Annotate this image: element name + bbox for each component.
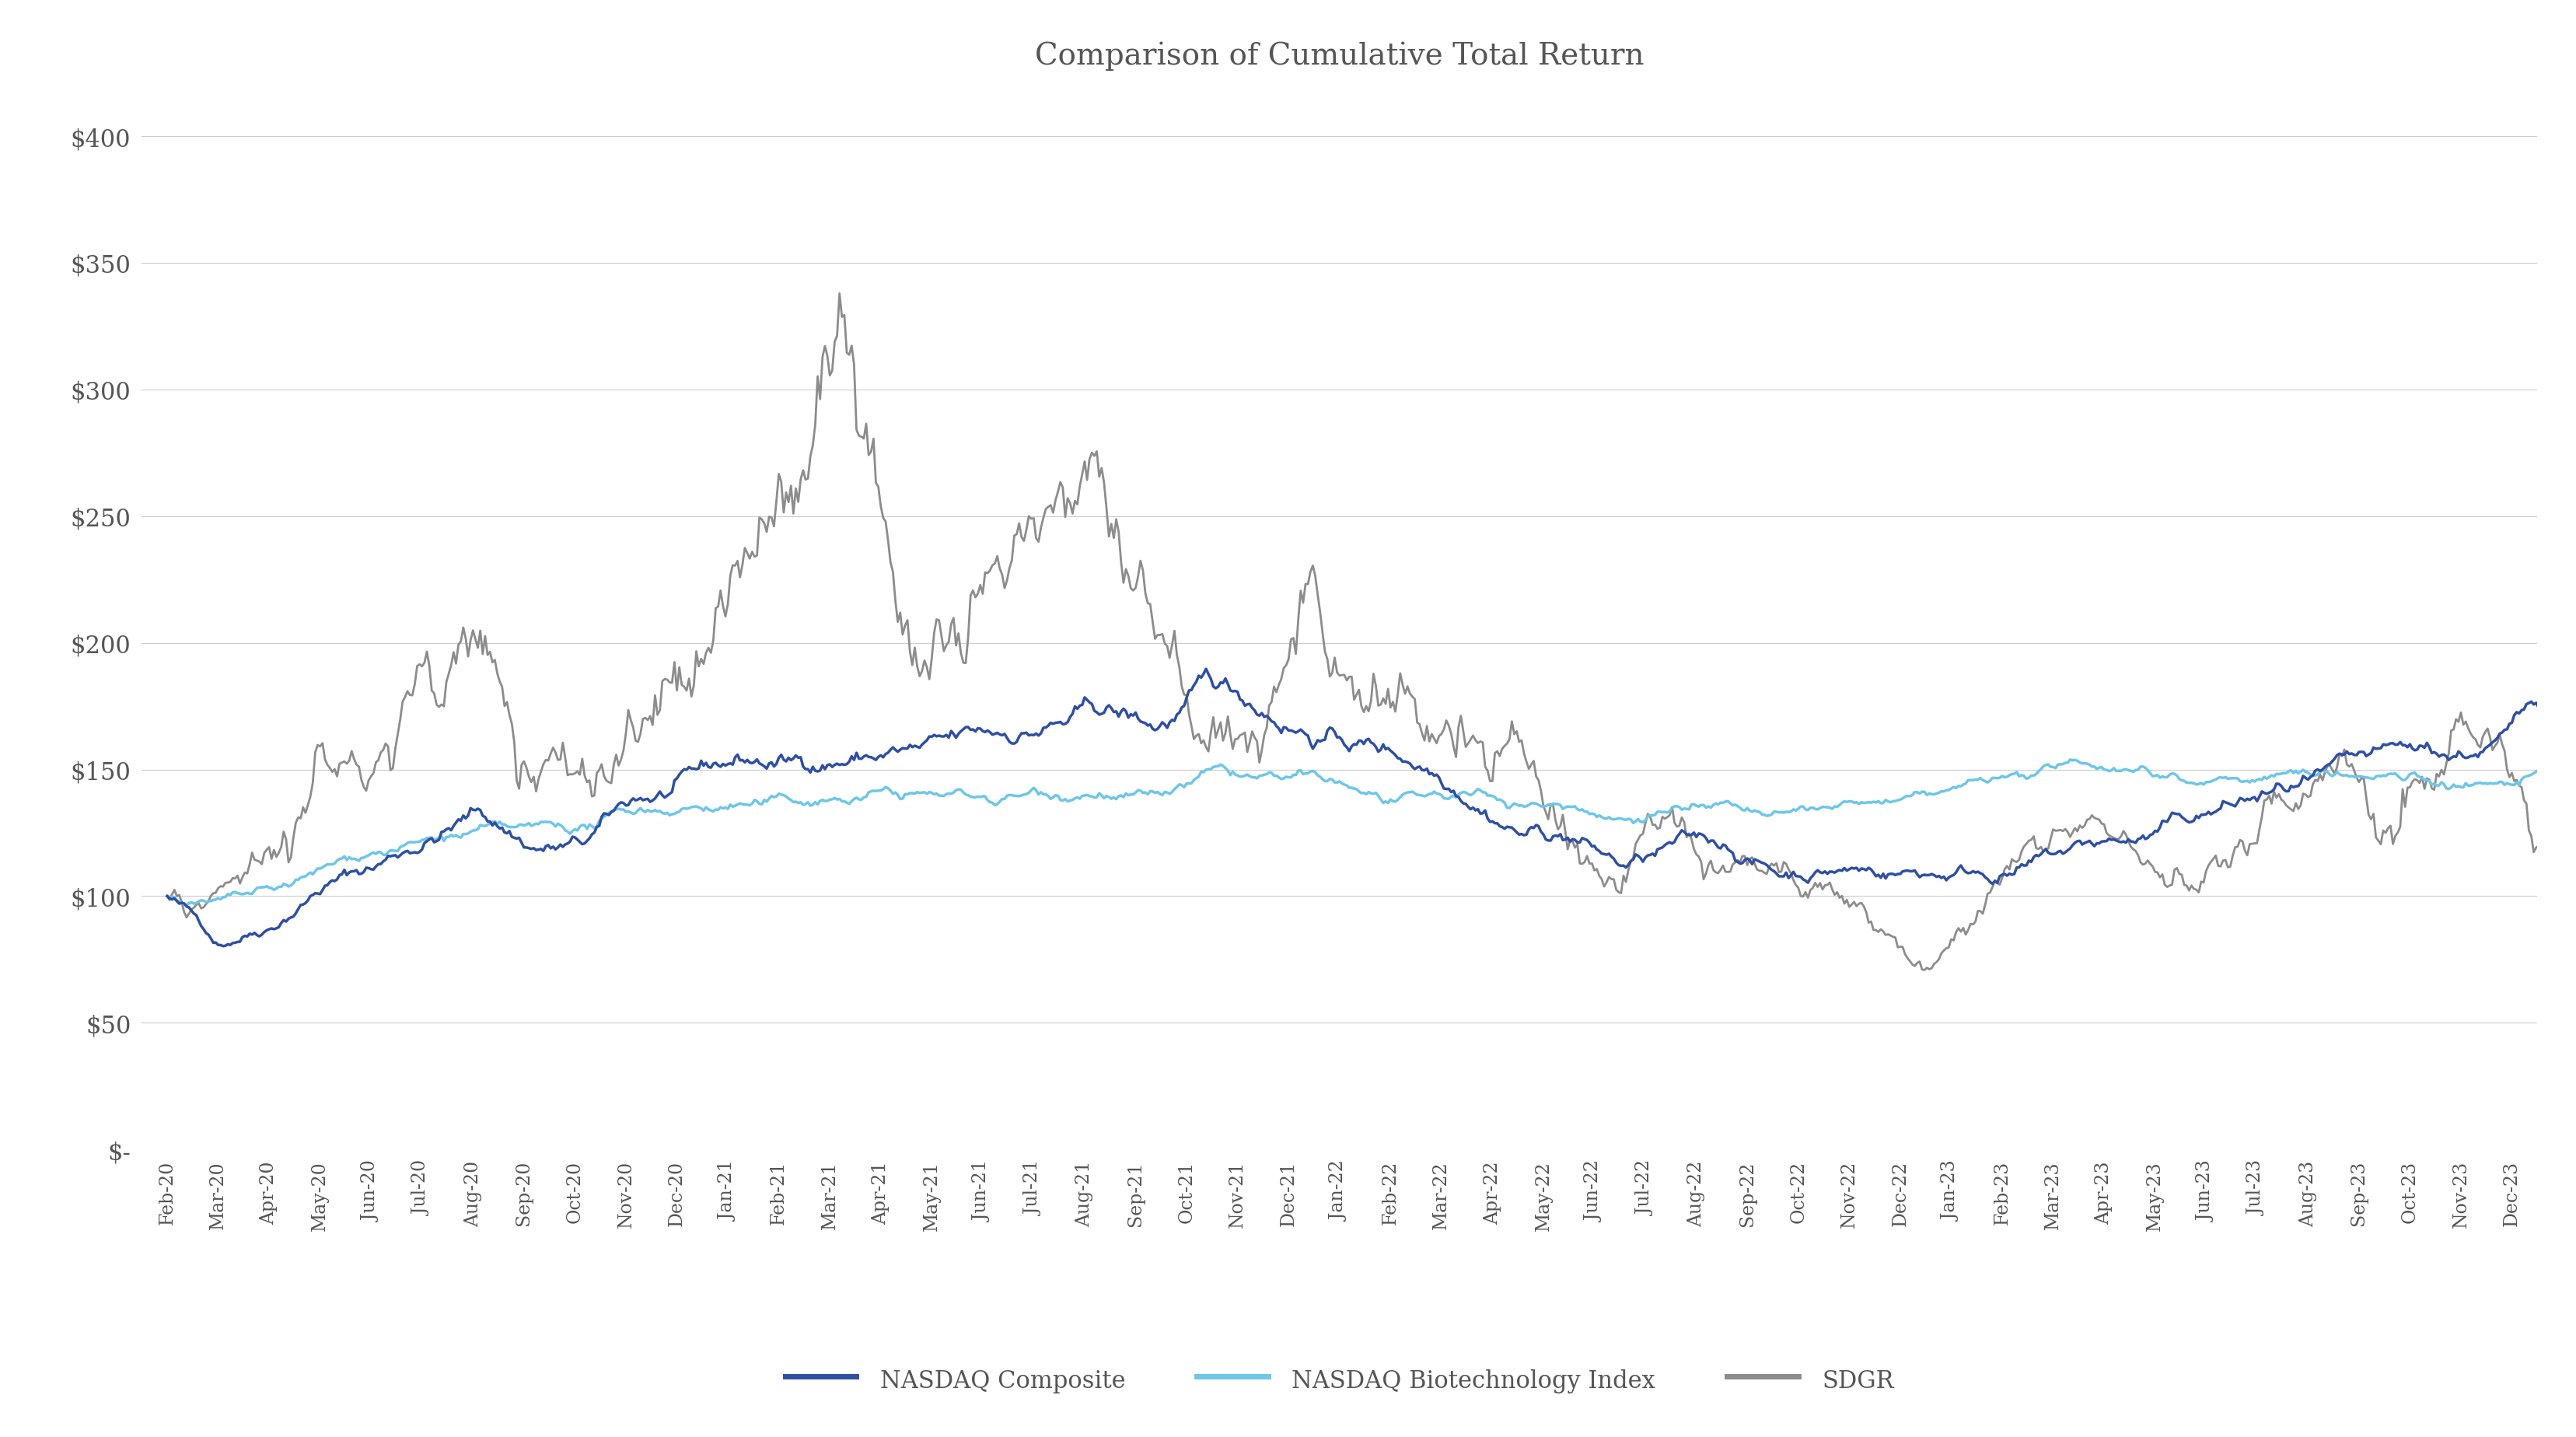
Title: Comparison of Cumulative Total Return: Comparison of Cumulative Total Return — [1036, 42, 1643, 70]
Legend: NASDAQ Composite, NASDAQ Biotechnology Index, SDGR: NASDAQ Composite, NASDAQ Biotechnology I… — [775, 1355, 1904, 1404]
